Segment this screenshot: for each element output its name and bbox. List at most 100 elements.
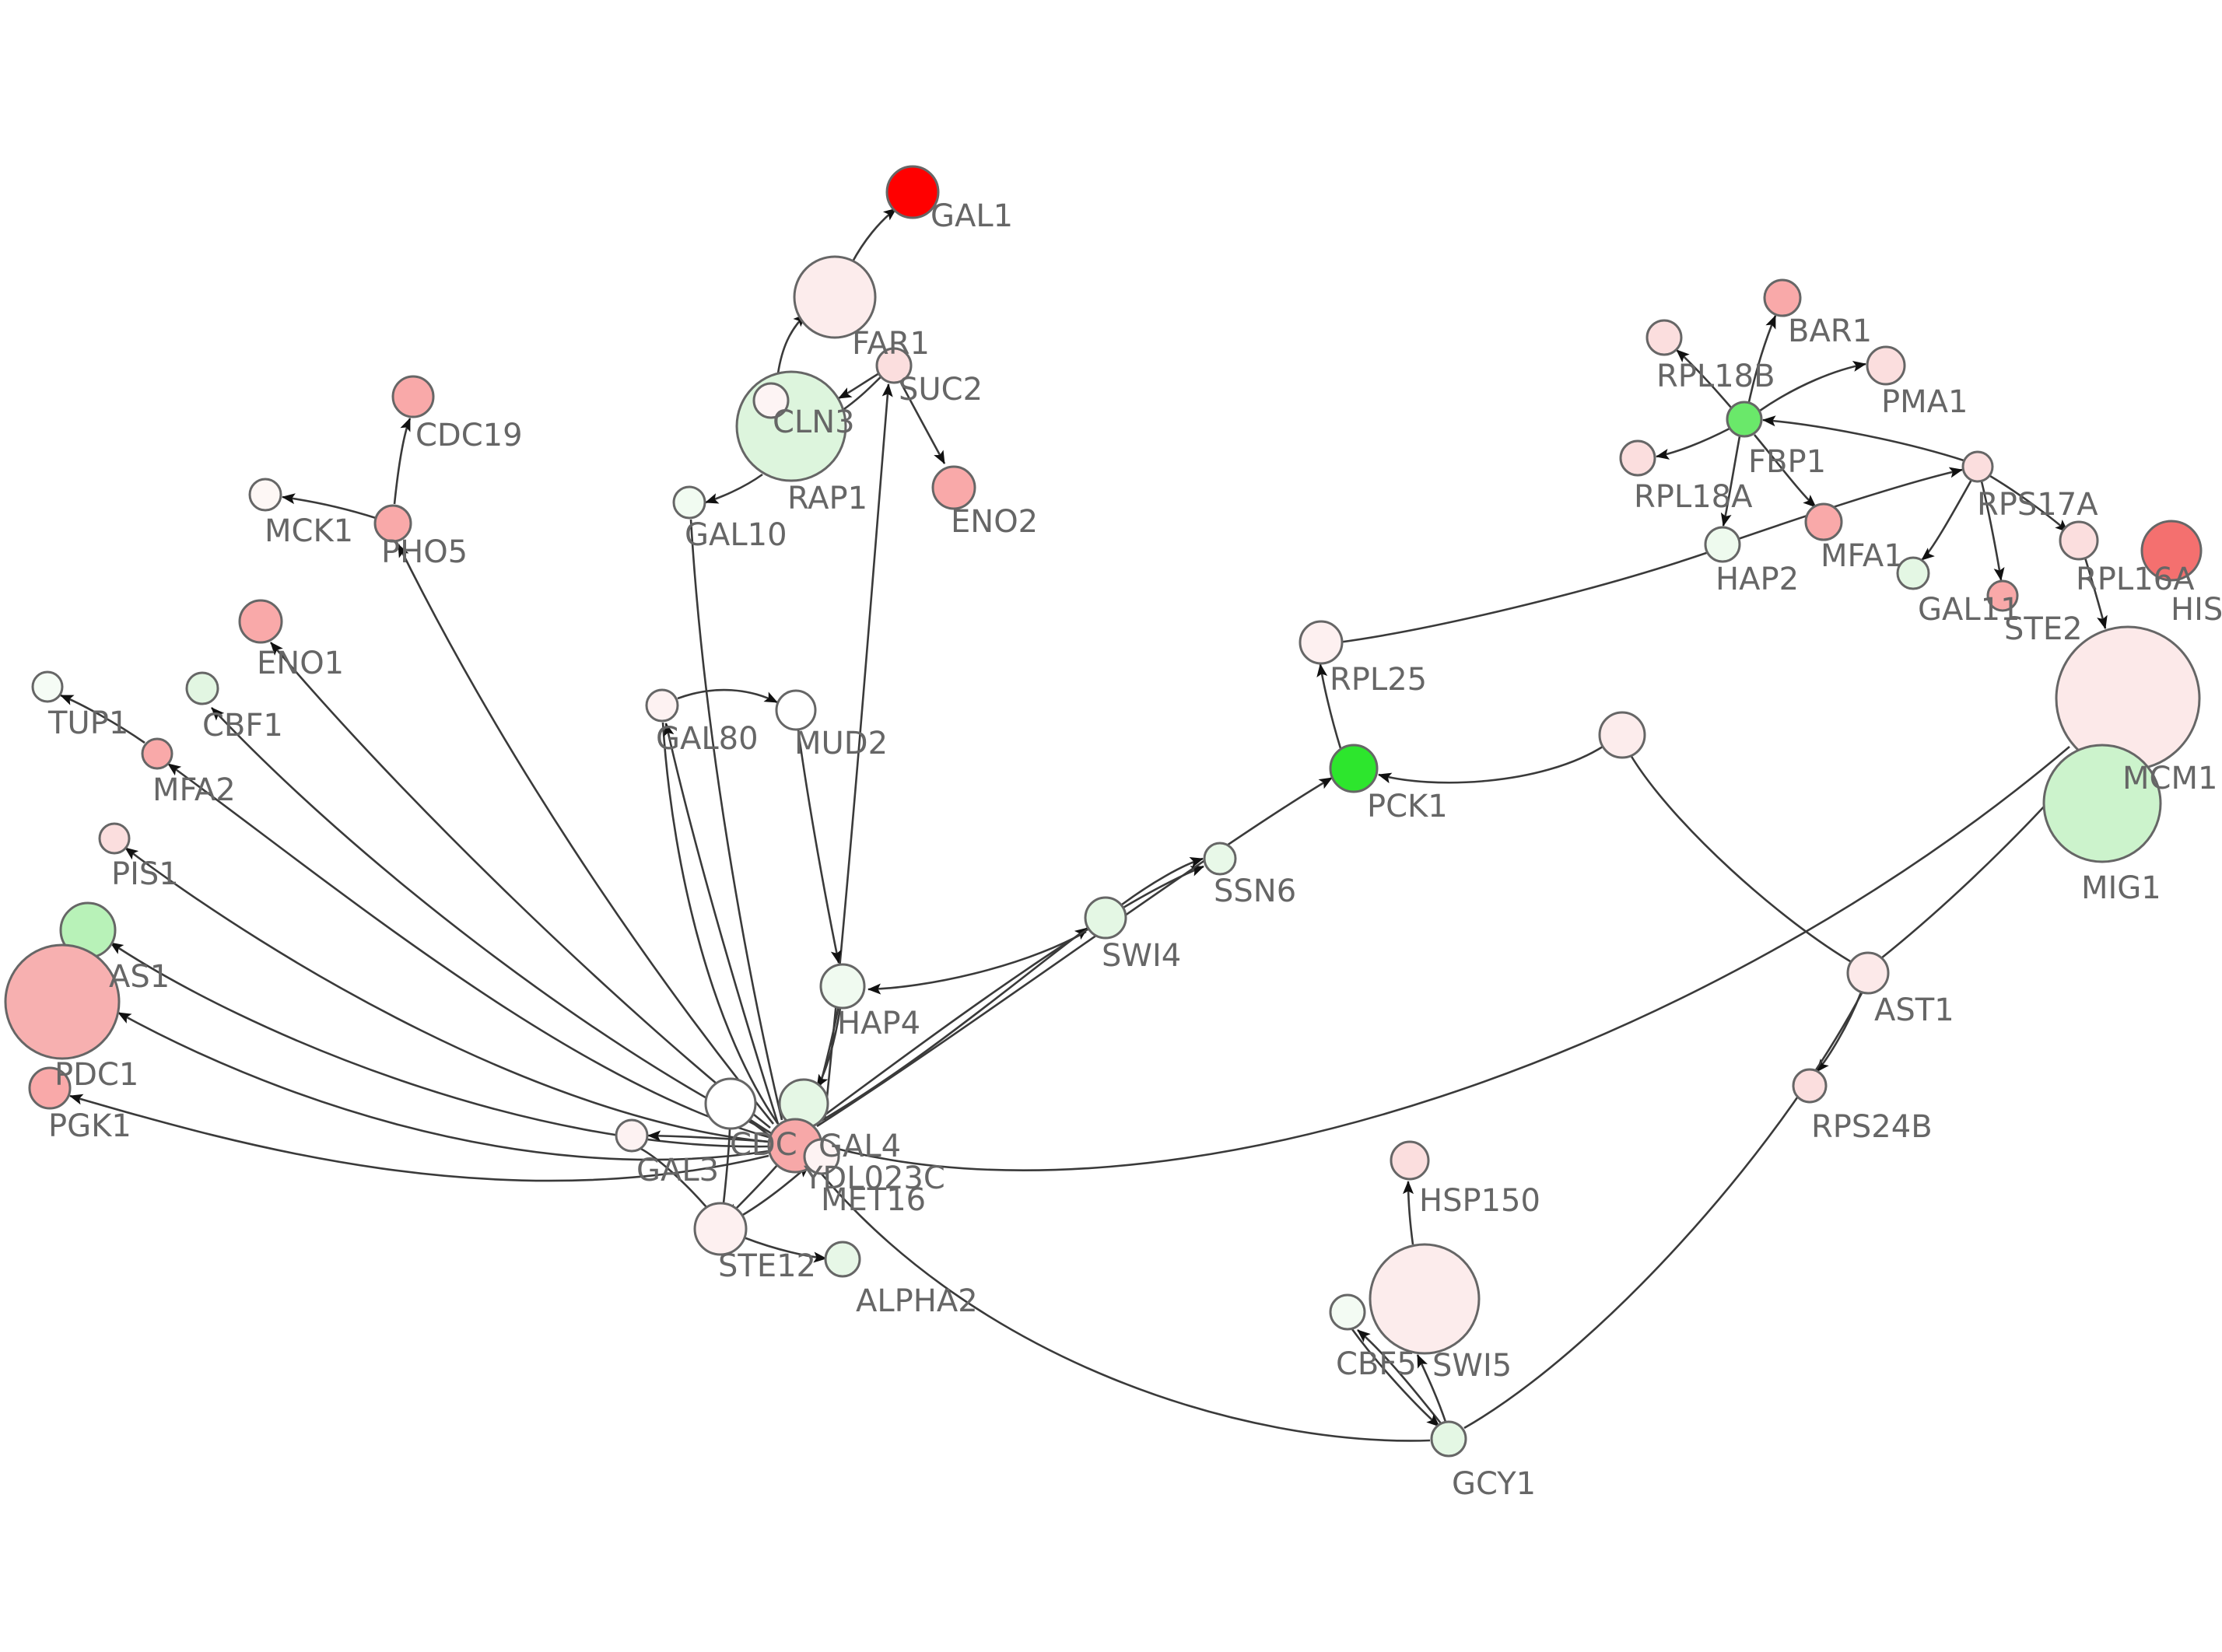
edge-gal4-to-gal80[interactable] xyxy=(663,722,780,1125)
node-rpl16a[interactable] xyxy=(2059,520,2099,561)
node-ste2[interactable] xyxy=(1986,579,2019,612)
node-mig1[interactable] xyxy=(2042,744,2162,863)
node-cdc19[interactable] xyxy=(391,375,435,418)
edge-swi5-to-hsp150[interactable] xyxy=(1402,1180,1414,1245)
node-mfa1[interactable] xyxy=(1804,502,1843,541)
edge-far1-to-gal1[interactable] xyxy=(850,207,897,264)
edge-gal80-to-mud2[interactable] xyxy=(677,688,778,704)
edge-gal4-to-pis1[interactable] xyxy=(124,846,769,1143)
edge-fbp1-to-rpl18a[interactable] xyxy=(1655,427,1730,460)
edge-cln3-to-gal10[interactable] xyxy=(705,473,763,504)
edge-swi4-to-ssn6[interactable] xyxy=(1121,857,1204,906)
node-gcy1[interactable] xyxy=(1430,1420,1467,1458)
edge-gal4-to-ssn6[interactable] xyxy=(813,865,1204,1125)
node-rps17a[interactable] xyxy=(1961,450,1994,483)
node-hap4[interactable] xyxy=(819,963,866,1010)
node-alpha2[interactable] xyxy=(824,1241,861,1278)
node-cln3[interactable] xyxy=(735,370,847,482)
node-gal1[interactable] xyxy=(885,165,940,219)
node-unk1[interactable] xyxy=(1598,711,1646,759)
edge-rap1-to-suc2[interactable] xyxy=(823,383,893,1121)
node-mfa2[interactable] xyxy=(141,737,173,770)
edge-mfa2-to-tup1[interactable] xyxy=(60,694,145,744)
node-rps24b[interactable] xyxy=(1792,1068,1828,1104)
edge-gcy1-to-swi5[interactable] xyxy=(1416,1354,1447,1423)
edge-rps17a-to-rpl16a[interactable] xyxy=(1989,474,2069,533)
node-far1[interactable] xyxy=(793,255,877,339)
edge-suc2-to-cln3[interactable] xyxy=(838,372,880,400)
edge-cln3-to-suc2[interactable] xyxy=(841,371,887,412)
node-pho5[interactable] xyxy=(373,504,412,543)
node-mud2[interactable] xyxy=(775,689,817,731)
edge-gal4-to-eno1[interactable] xyxy=(270,642,771,1129)
edge-gal4-to-mcm1[interactable] xyxy=(816,746,2070,1171)
node-bar1[interactable] xyxy=(1763,278,1802,317)
node-pck1[interactable] xyxy=(1329,744,1379,793)
edge-hap2-to-rpl25[interactable] xyxy=(1337,551,1709,644)
edge-fbp1-to-rpl18b[interactable] xyxy=(1676,349,1732,408)
edge-gal4-to-gcy1[interactable] xyxy=(811,1163,1431,1442)
edge-rps17a-to-ste2[interactable] xyxy=(1980,481,2005,582)
node-cbf1[interactable] xyxy=(185,671,219,705)
edge-pck1-to-rpl25[interactable] xyxy=(1316,663,1342,749)
edge-gal4-to-pdc1[interactable] xyxy=(117,1011,769,1161)
edge-fbp1-to-mfa1[interactable] xyxy=(1754,434,1817,508)
node-ydl023c[interactable] xyxy=(803,1138,840,1175)
edge-gal4-to-pgk1[interactable] xyxy=(69,1094,769,1182)
node-gal10[interactable] xyxy=(672,485,706,520)
node-gal80[interactable] xyxy=(645,688,679,723)
node-rpl25[interactable] xyxy=(1299,620,1344,665)
node-pgk1[interactable] xyxy=(28,1066,72,1110)
node-mcm1[interactable] xyxy=(2055,625,2201,772)
edge-gcy1-to-cbf5[interactable] xyxy=(1357,1329,1442,1424)
node-swi5[interactable] xyxy=(1369,1243,1481,1355)
edge-cln3-to-far1[interactable] xyxy=(776,313,807,374)
node-pdc1[interactable] xyxy=(4,943,121,1060)
edge-fbp1-to-bar1[interactable] xyxy=(1747,315,1777,403)
node-fbp1[interactable] xyxy=(1726,401,1763,438)
node-ast1[interactable] xyxy=(1846,951,1890,995)
edge-gal80-to-gal4[interactable] xyxy=(661,722,780,1125)
node-hap2[interactable] xyxy=(1704,526,1741,563)
edge-gcy1-to-ast1[interactable] xyxy=(1463,991,1864,1430)
node-his4[interactable] xyxy=(2140,520,2203,582)
node-cbf5[interactable] xyxy=(1329,1293,1366,1331)
node-rap1[interactable] xyxy=(752,382,790,419)
node-tup1[interactable] xyxy=(31,670,64,703)
edge-ste12-to-gal3[interactable] xyxy=(639,1146,707,1208)
node-gal3[interactable] xyxy=(615,1118,649,1153)
edge-gal4-to-pck1[interactable] xyxy=(816,776,1333,1128)
node-rpl18b[interactable] xyxy=(1645,319,1683,356)
node-pis1[interactable] xyxy=(98,822,131,855)
edge-suc2-to-eno2[interactable] xyxy=(899,382,946,464)
edge-rps17a-to-fbp1[interactable] xyxy=(1761,415,1964,462)
edge-mud2-to-hap4[interactable] xyxy=(797,730,842,964)
edge-hap4-to-gal4u[interactable] xyxy=(815,1007,842,1088)
edge-ste12-to-cdc[interactable] xyxy=(722,1129,731,1204)
edge-unk1-to-pck1[interactable] xyxy=(1377,745,1603,784)
node-eno2[interactable] xyxy=(931,465,976,510)
edge-pho5-to-mck1[interactable] xyxy=(281,493,377,520)
edge-rps17a-to-gal11[interactable] xyxy=(1921,479,1973,561)
node-hsp150[interactable] xyxy=(1390,1140,1430,1181)
node-swi4[interactable] xyxy=(1084,896,1127,940)
edge-rpl16a-to-mcm1[interactable] xyxy=(2084,557,2108,630)
edge-gal4-to-swi4[interactable] xyxy=(808,926,1088,1129)
edge-fbp1-to-hap2[interactable] xyxy=(1720,436,1741,527)
edge-pho5-to-cdc19[interactable] xyxy=(393,418,412,505)
edge-cbf5-to-gcy1[interactable] xyxy=(1351,1328,1440,1427)
edge-gal10-to-gal4[interactable] xyxy=(689,519,783,1121)
node-gal11[interactable] xyxy=(1896,556,1930,590)
edge-unk1-to-ast1[interactable] xyxy=(1629,754,1856,966)
node-rpl18a[interactable] xyxy=(1619,439,1656,477)
edge-gal4-to-mfa2[interactable] xyxy=(167,762,769,1139)
edge-swi4-to-hap4[interactable] xyxy=(867,930,1087,995)
edge-ste12-to-alpha2[interactable] xyxy=(743,1236,828,1263)
edge-fbp1-to-pma1[interactable] xyxy=(1759,361,1867,412)
edge-gal4-to-cbf1[interactable] xyxy=(211,707,769,1133)
node-mck1[interactable] xyxy=(248,478,282,512)
node-eno1[interactable] xyxy=(238,599,283,644)
edge-gal4-to-as1[interactable] xyxy=(110,941,769,1148)
node-pma1[interactable] xyxy=(1866,345,1906,386)
edge-hap2-to-rps17a[interactable] xyxy=(1737,467,1964,541)
